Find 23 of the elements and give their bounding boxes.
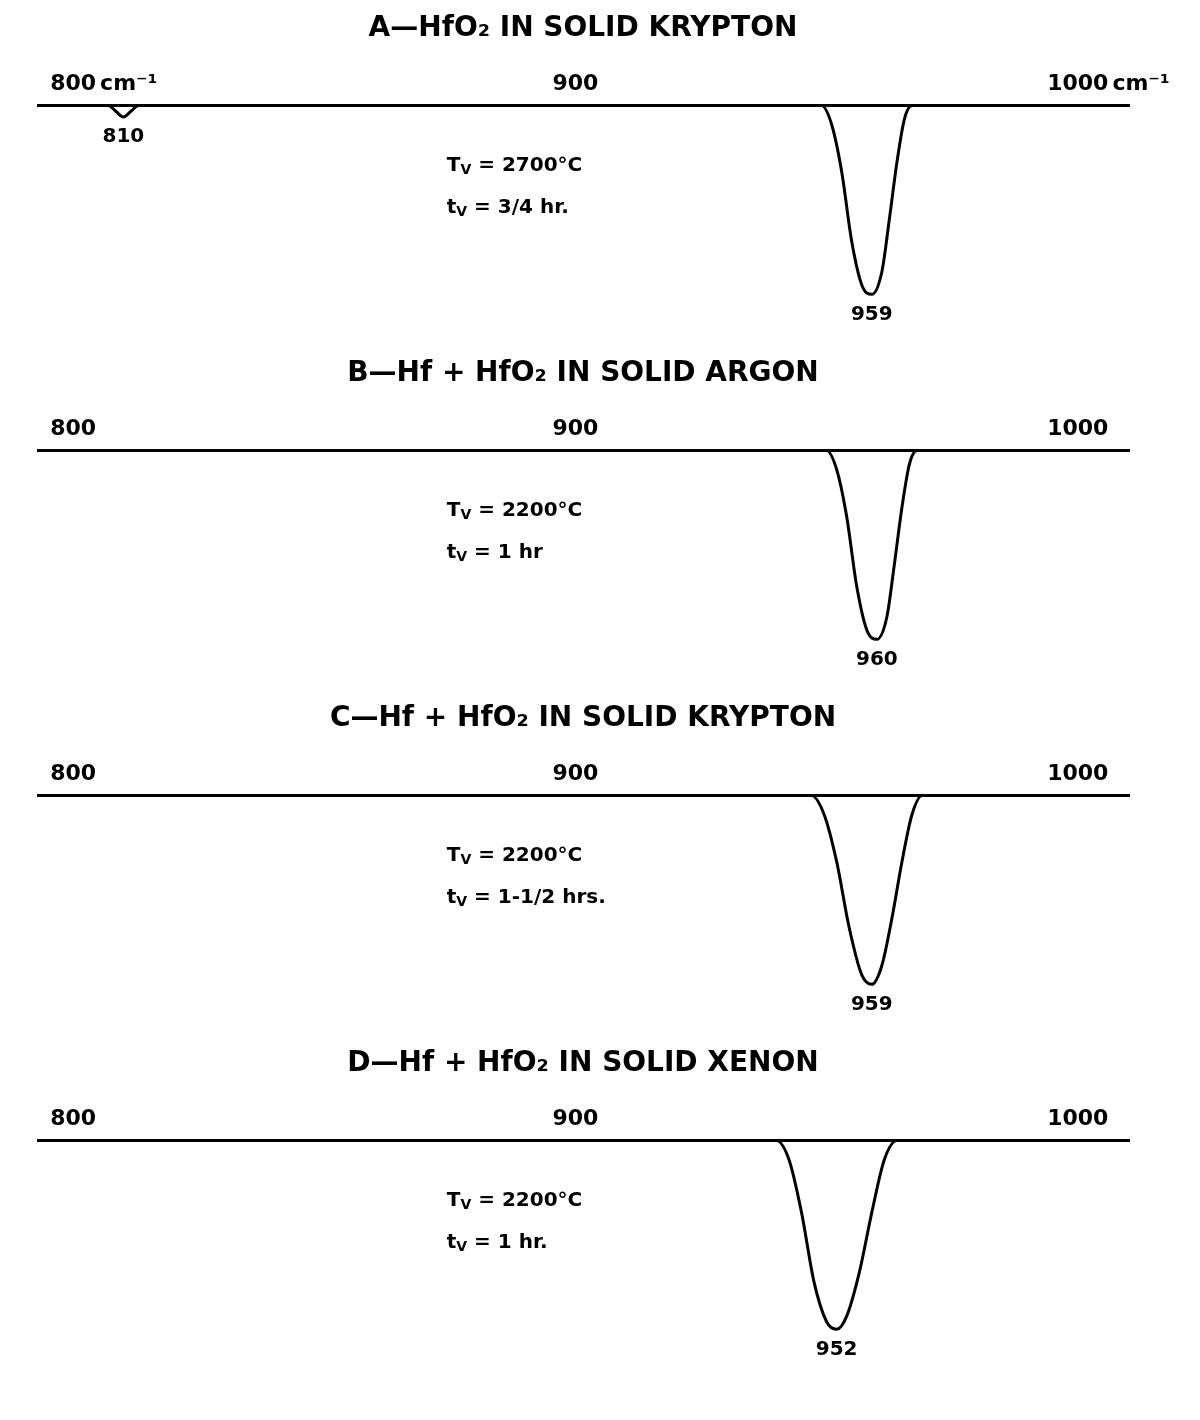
chart-title: A—HfO₂ IN SOLID KRYPTON xyxy=(368,10,798,44)
x-tick-label: 800 xyxy=(50,759,97,785)
x-tick-label: 800 xyxy=(50,414,97,440)
chart-title: D—Hf + HfO₂ IN SOLID XENON xyxy=(347,1045,819,1079)
annotation: 952 xyxy=(815,1335,858,1360)
x-tick-label: 900 xyxy=(552,414,599,440)
x-tick-label: 1000 xyxy=(1047,759,1109,785)
annotation: 959 xyxy=(850,990,893,1015)
x-tick-label: 900 xyxy=(552,759,599,785)
x-tick-label: 800 xyxy=(50,69,97,95)
x-tick-label: 1000 xyxy=(1047,69,1109,95)
x-tick-label: 1000 xyxy=(1047,414,1109,440)
annotation: 810 xyxy=(102,123,145,148)
annotation: 959 xyxy=(850,300,893,325)
x-tick-label: 900 xyxy=(552,69,599,95)
x-tick-label: 800 xyxy=(50,1104,97,1130)
x-axis-title: cm⁻¹ xyxy=(100,69,158,95)
x-tick-label: 1000 xyxy=(1047,1104,1109,1130)
annotation: 960 xyxy=(855,645,898,670)
chart-title: C—Hf + HfO₂ IN SOLID KRYPTON xyxy=(329,700,837,734)
text: cm⁻¹ xyxy=(1112,69,1170,95)
chart-title: B—Hf + HfO₂ IN SOLID ARGON xyxy=(347,355,819,389)
x-tick-label: 900 xyxy=(552,1104,599,1130)
